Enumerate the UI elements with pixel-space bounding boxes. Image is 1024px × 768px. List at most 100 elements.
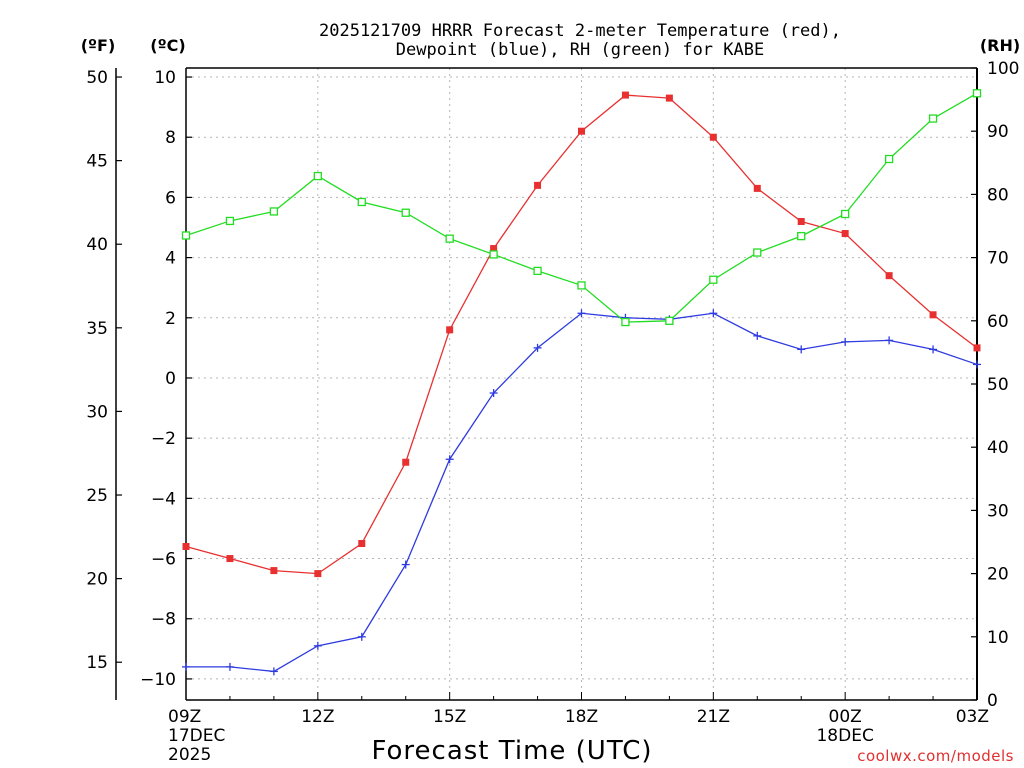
temperature-point-14 bbox=[797, 217, 805, 225]
temperature-point-18 bbox=[973, 344, 981, 352]
dewpoint-point-7 bbox=[489, 389, 498, 398]
rh-point-3 bbox=[313, 171, 322, 181]
rh-point-18 bbox=[972, 89, 982, 98]
temperature-point-9 bbox=[578, 127, 585, 135]
dewpoint-point-12 bbox=[709, 309, 718, 318]
fahrenheit-tick-label-20: 20 bbox=[86, 570, 108, 590]
series-rh bbox=[181, 89, 982, 327]
temperature-point-17 bbox=[929, 311, 937, 319]
rh-tick-label-60: 60 bbox=[987, 312, 1009, 332]
fahrenheit-tick-label-25: 25 bbox=[86, 486, 108, 506]
rh-point-16 bbox=[884, 154, 894, 164]
rh-point-17 bbox=[928, 114, 938, 123]
rh-tick-label-100: 100 bbox=[987, 59, 1019, 79]
rh-point-10 bbox=[621, 317, 630, 327]
chart-title-line2: Dewpoint (blue), RH (green) for KABE bbox=[396, 40, 764, 60]
rh-tick-label-50: 50 bbox=[987, 375, 1009, 395]
temperature-point-3 bbox=[314, 570, 322, 578]
celsius-tick-label--8: −8 bbox=[151, 610, 176, 630]
rh-point-14 bbox=[797, 231, 806, 241]
series-temperature bbox=[182, 91, 981, 578]
celsius-tick-label--6: −6 bbox=[151, 550, 176, 570]
rh-point-0 bbox=[181, 231, 191, 240]
rh-point-1 bbox=[225, 216, 235, 226]
dewpoint-point-6 bbox=[445, 455, 454, 464]
rh-point-15 bbox=[841, 209, 850, 219]
watermark: coolwx.com/models bbox=[857, 747, 1014, 765]
rh-tick-label-30: 30 bbox=[987, 501, 1009, 521]
dewpoint-point-16 bbox=[885, 336, 894, 345]
x-tick-year-2025: 2025 bbox=[168, 745, 211, 765]
rh-tick-label-40: 40 bbox=[987, 438, 1009, 458]
celsius-tick-label-0: 0 bbox=[165, 369, 176, 389]
temperature-point-8 bbox=[534, 181, 542, 189]
x-tick-label-00Z: 00Z bbox=[829, 707, 862, 727]
chart-title-line1: 2025121709 HRRR Forecast 2-meter Tempera… bbox=[319, 21, 841, 41]
dewpoint-point-3 bbox=[313, 641, 322, 650]
rh-point-2 bbox=[269, 207, 279, 216]
celsius-tick-label--4: −4 bbox=[151, 489, 176, 509]
temperature-point-0 bbox=[182, 543, 190, 551]
dewpoint-point-14 bbox=[797, 345, 806, 354]
fahrenheit-tick-label-50: 50 bbox=[86, 68, 108, 88]
x-axis-label: Forecast Time (UTC) bbox=[371, 736, 652, 766]
celsius-tick-label-8: 8 bbox=[165, 128, 176, 148]
temperature-point-11 bbox=[665, 94, 673, 102]
fahrenheit-tick-label-45: 45 bbox=[86, 152, 108, 172]
dewpoint-point-1 bbox=[225, 662, 234, 671]
rh-point-8 bbox=[533, 266, 542, 276]
dewpoint-point-15 bbox=[841, 337, 850, 346]
dewpoint-point-4 bbox=[357, 632, 366, 641]
rh-unit-label: (RH) bbox=[980, 36, 1020, 55]
dewpoint-point-5 bbox=[401, 560, 410, 569]
celsius-tick-label-6: 6 bbox=[165, 188, 176, 208]
x-tick-date-18DEC: 18DEC bbox=[816, 726, 873, 746]
temperature-point-13 bbox=[753, 184, 761, 192]
x-tick-label-03Z: 03Z bbox=[956, 707, 989, 727]
temperature-point-4 bbox=[358, 540, 366, 548]
x-tick-date-17DEC: 17DEC bbox=[168, 726, 225, 746]
rh-point-12 bbox=[709, 275, 718, 284]
dewpoint-point-17 bbox=[929, 345, 938, 354]
temperature-point-12 bbox=[709, 133, 717, 141]
fahrenheit-tick-label-40: 40 bbox=[86, 235, 108, 255]
fahrenheit-tick-label-15: 15 bbox=[86, 653, 108, 673]
dewpoint-point-18 bbox=[973, 360, 981, 369]
temperature-point-5 bbox=[402, 458, 410, 466]
celsius-tick-label-10: 10 bbox=[154, 68, 176, 88]
rh-point-5 bbox=[401, 208, 410, 217]
rh-tick-label-70: 70 bbox=[987, 249, 1009, 269]
dewpoint-point-8 bbox=[533, 343, 542, 352]
rh-tick-label-80: 80 bbox=[987, 185, 1009, 205]
rh-point-13 bbox=[753, 248, 762, 257]
temperature-point-16 bbox=[885, 272, 893, 280]
dewpoint-point-13 bbox=[753, 331, 762, 340]
celsius-tick-label-2: 2 bbox=[165, 309, 176, 329]
rh-point-7 bbox=[489, 250, 498, 259]
rh-tick-label-90: 90 bbox=[987, 122, 1009, 142]
dewpoint-point-0 bbox=[182, 662, 190, 671]
x-tick-label-15Z: 15Z bbox=[433, 707, 466, 727]
celsius-tick-label--2: −2 bbox=[151, 429, 176, 449]
dewpoint-point-2 bbox=[269, 667, 278, 676]
x-tick-label-12Z: 12Z bbox=[301, 707, 334, 727]
temperature-point-2 bbox=[270, 567, 278, 575]
fahrenheit-unit-label: (ºF) bbox=[81, 36, 116, 55]
fahrenheit-tick-label-30: 30 bbox=[86, 402, 108, 422]
celsius-tick-label--10: −10 bbox=[140, 670, 176, 690]
dewpoint-point-9 bbox=[577, 309, 586, 318]
fahrenheit-tick-label-35: 35 bbox=[86, 319, 108, 339]
temperature-point-6 bbox=[446, 326, 454, 334]
celsius-unit-label: (ºC) bbox=[150, 36, 185, 55]
temperature-point-7 bbox=[490, 245, 498, 253]
rh-point-11 bbox=[665, 316, 674, 325]
rh-point-4 bbox=[357, 197, 366, 207]
celsius-tick-label-4: 4 bbox=[165, 249, 176, 269]
series-layer bbox=[181, 89, 982, 676]
axes: 15 2025 30 35 40 45 50 −10 −8 −6 −4 −2 0 2 4 6 8 100 10 20 3… bbox=[86, 59, 1019, 765]
x-tick-label-18Z: 18Z bbox=[565, 707, 598, 727]
x-tick-label-09Z: 09Z bbox=[168, 707, 201, 727]
rh-tick-label-10: 10 bbox=[987, 628, 1009, 648]
